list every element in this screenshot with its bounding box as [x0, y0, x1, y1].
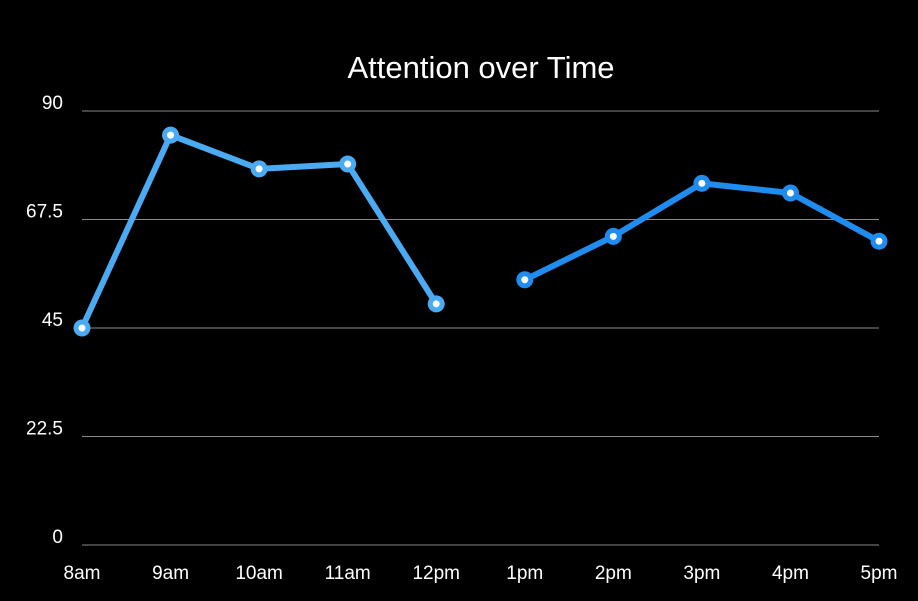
y-tick-label: 0: [52, 527, 63, 548]
data-point-center: [521, 276, 529, 284]
x-tick-label: 3pm: [683, 563, 720, 584]
x-tick-label: 9am: [152, 563, 189, 584]
series-1: [73, 126, 445, 337]
data-point-center: [609, 232, 617, 240]
x-tick-label: 4pm: [772, 563, 809, 584]
series-layer: [73, 126, 888, 337]
y-tick-label: 67.5: [26, 202, 63, 223]
series-line: [521, 180, 882, 283]
data-point-center: [786, 189, 794, 197]
x-tick-label: 11am: [325, 563, 371, 584]
data-point: [870, 232, 888, 250]
data-point: [427, 295, 445, 313]
x-tick-label: 12pm: [412, 563, 460, 584]
data-point-center: [344, 160, 352, 168]
data-point: [162, 126, 180, 144]
chart-title: Attention over Time: [347, 50, 614, 85]
series-2: [516, 174, 888, 289]
y-axis-ticks: 0 22.5 45 67.5 90: [26, 93, 63, 548]
data-point-center: [78, 324, 86, 332]
x-axis-ticks: 8am 9am 10am 11am 12pm 1pm 2pm 3pm 4pm 5pm: [64, 563, 898, 584]
data-point: [604, 227, 622, 245]
y-tick-label: 90: [42, 93, 63, 114]
data-point: [339, 155, 357, 173]
data-point: [73, 319, 91, 337]
x-tick-label: 8am: [64, 563, 101, 584]
data-point: [516, 271, 534, 289]
data-point-center: [698, 179, 706, 187]
data-point-center: [255, 165, 263, 173]
data-point: [781, 184, 799, 202]
gridlines: [82, 110, 879, 546]
x-tick-label: 2pm: [595, 563, 632, 584]
data-point: [250, 160, 268, 178]
data-point-center: [167, 131, 175, 139]
x-tick-label: 1pm: [506, 563, 543, 584]
data-point-center: [432, 300, 440, 308]
y-tick-label: 22.5: [26, 419, 63, 440]
data-point: [693, 174, 711, 192]
x-tick-label: 5pm: [861, 563, 898, 584]
y-tick-label: 45: [42, 310, 63, 331]
data-point-center: [875, 237, 883, 245]
x-tick-label: 10am: [235, 563, 283, 584]
